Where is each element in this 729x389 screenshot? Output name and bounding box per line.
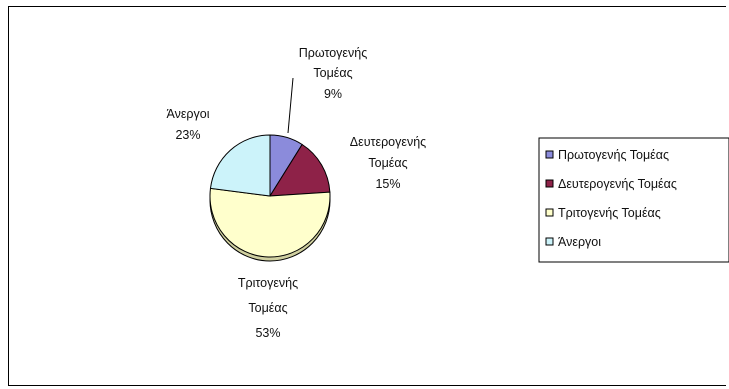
pie-slices — [209, 134, 331, 262]
legend-item-primary: Πρωτογενής Τομέας — [545, 148, 669, 162]
legend-swatch-unemployed — [545, 237, 554, 246]
label-secondary-line2: Τομέας — [368, 156, 407, 170]
legend-label-tertiary: Τριτογενής Τομέας — [558, 206, 661, 220]
legend-label-primary: Πρωτογενής Τομέας — [558, 148, 669, 162]
legend-box — [538, 137, 729, 263]
pie-slice-unemployed — [209, 134, 271, 197]
legend-item-tertiary: Τριτογενής Τομέας — [545, 206, 661, 220]
label-tertiary-line1: Τριτογενής — [238, 276, 298, 290]
label-unemployed-pct: 23% — [175, 128, 200, 142]
leader-line-primary — [287, 77, 294, 134]
label-primary-line1: Πρωτογενής — [299, 46, 367, 60]
label-primary-line2: Τομέας — [313, 66, 352, 80]
legend-swatch-tertiary — [545, 208, 554, 217]
label-primary-pct: 9% — [324, 87, 342, 101]
label-tertiary-pct: 53% — [255, 326, 280, 340]
pie-slice-tertiary — [209, 187, 331, 258]
legend: Πρωτογενής Τομέας Δευτερογενής Τομέας Τρ… — [538, 137, 729, 263]
legend-item-unemployed: Άνεργοι — [545, 235, 601, 249]
legend-label-unemployed: Άνεργοι — [558, 235, 601, 249]
legend-item-secondary: Δευτερογενής Τομέας — [545, 177, 677, 191]
legend-swatch-primary — [545, 150, 554, 159]
label-unemployed-line1: Άνεργοι — [166, 107, 209, 121]
pie-slice-secondary — [269, 143, 331, 197]
legend-label-secondary: Δευτερογενής Τομέας — [558, 177, 677, 191]
label-secondary-line1: Δευτερογενής — [350, 135, 426, 149]
legend-swatch-secondary — [545, 179, 554, 188]
label-secondary-pct: 15% — [375, 177, 400, 191]
label-tertiary-line2: Τομέας — [248, 301, 287, 315]
